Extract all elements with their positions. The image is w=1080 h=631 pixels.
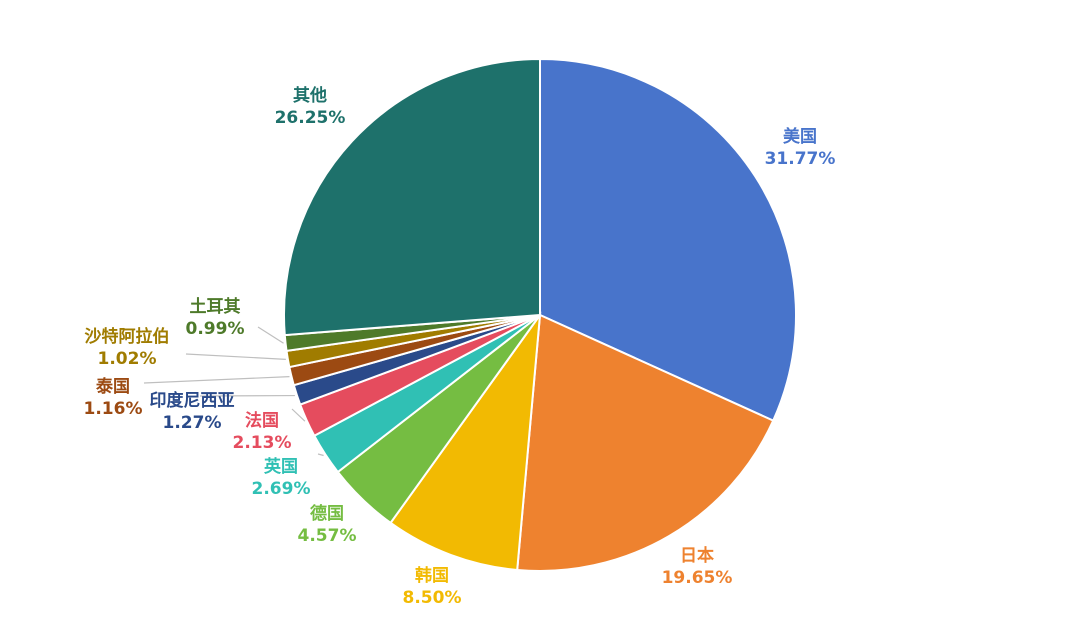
slice-label-name-6: 印度尼西亚 bbox=[150, 390, 235, 411]
leader-line-8 bbox=[185, 353, 286, 360]
slice-label-value-7: 1.16% bbox=[84, 399, 143, 419]
slice-label-value-8: 1.02% bbox=[98, 349, 157, 369]
pie-slices bbox=[283, 57, 797, 572]
slice-label-value-4: 2.69% bbox=[252, 479, 311, 499]
slice-label-name-8: 沙特阿拉伯 bbox=[85, 326, 170, 347]
slice-label-name-2: 韩国 bbox=[415, 565, 449, 586]
leader-line-7 bbox=[143, 376, 290, 384]
slice-label-name-1: 日本 bbox=[680, 545, 714, 566]
slice-label-name-4: 英国 bbox=[264, 456, 298, 477]
leader-line-9 bbox=[257, 326, 284, 344]
leader-line-5 bbox=[291, 408, 306, 422]
slice-label-name-10: 其他 bbox=[293, 85, 327, 106]
slice-label-name-3: 德国 bbox=[310, 503, 344, 524]
leader-lines bbox=[143, 326, 324, 457]
slice-label-value-2: 8.50% bbox=[403, 588, 462, 608]
slice-label-value-3: 4.57% bbox=[298, 526, 357, 546]
pie-slice-1 bbox=[516, 313, 775, 572]
slice-label-name-9: 土耳其 bbox=[190, 296, 241, 317]
slice-label-name-5: 法国 bbox=[245, 410, 279, 431]
slice-label-value-1: 19.65% bbox=[662, 568, 733, 588]
slice-label-value-5: 2.13% bbox=[233, 433, 292, 453]
slice-label-name-7: 泰国 bbox=[96, 376, 130, 397]
slice-label-name-0: 美国 bbox=[783, 126, 817, 147]
slice-label-value-0: 31.77% bbox=[765, 149, 836, 169]
slice-label-value-6: 1.27% bbox=[163, 413, 222, 433]
pie-slice-0 bbox=[539, 57, 797, 422]
slice-label-value-10: 26.25% bbox=[275, 108, 346, 128]
pie-slice-2 bbox=[389, 311, 542, 572]
slice-labels: 美国31.77%日本19.65%韩国8.50%德国4.57%英国2.69%法国2… bbox=[84, 85, 836, 608]
leader-line-4 bbox=[317, 453, 324, 457]
slice-label-value-9: 0.99% bbox=[186, 319, 245, 339]
pie-slice-10 bbox=[283, 57, 541, 337]
